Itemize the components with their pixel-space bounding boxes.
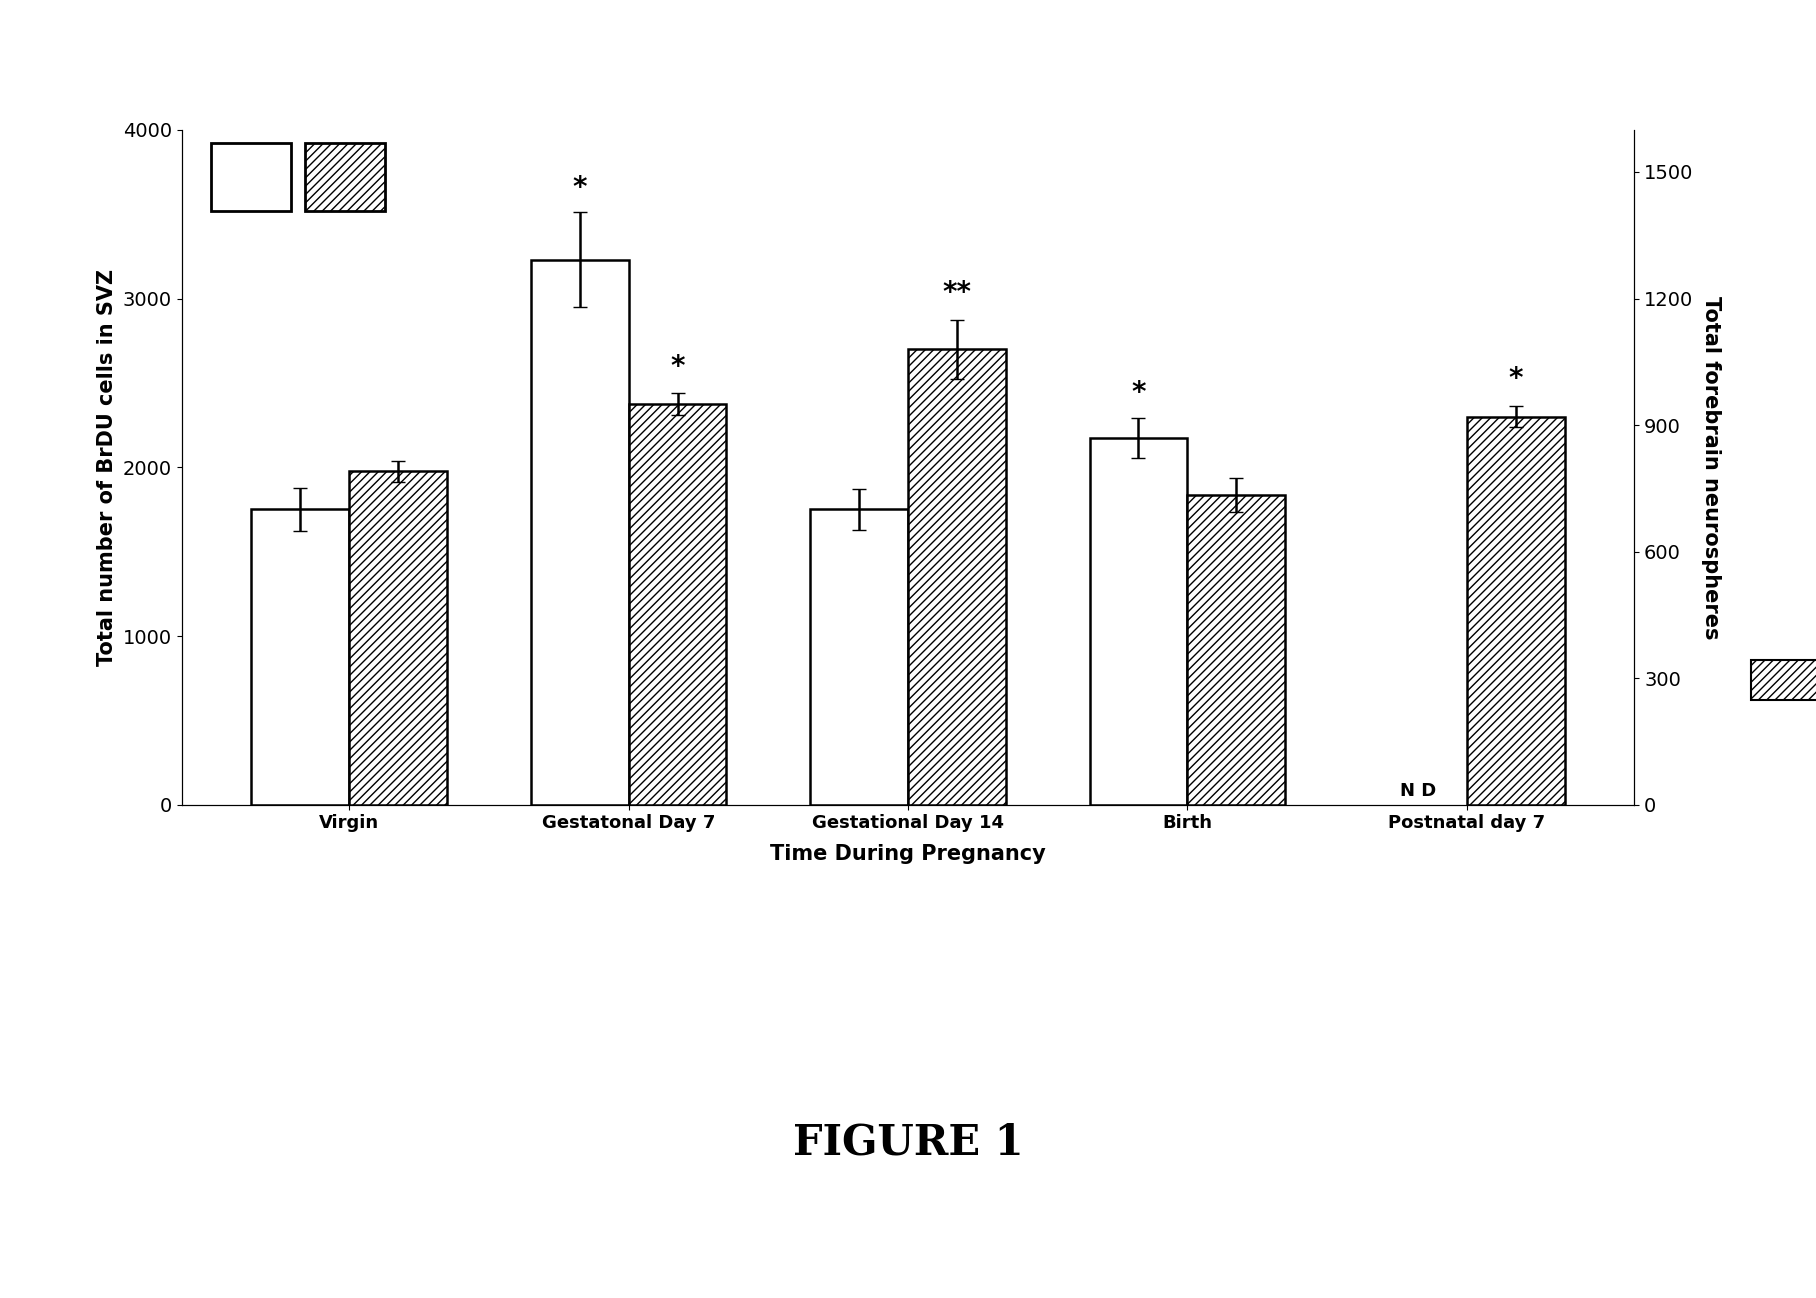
Bar	[349, 471, 447, 805]
FancyBboxPatch shape	[305, 143, 385, 210]
Text: *: *	[572, 174, 587, 202]
Text: *: *	[1131, 379, 1146, 408]
Bar	[908, 349, 1006, 805]
Text: *: *	[670, 353, 685, 380]
FancyBboxPatch shape	[1751, 659, 1816, 700]
Bar	[810, 509, 908, 805]
FancyBboxPatch shape	[211, 143, 291, 210]
Bar	[1467, 417, 1565, 805]
Text: **: **	[943, 279, 972, 306]
Text: N D: N D	[1400, 781, 1436, 800]
Y-axis label: Total forebrain neurospheres: Total forebrain neurospheres	[1702, 296, 1722, 639]
Bar	[1090, 437, 1188, 805]
Text: FIGURE 1: FIGURE 1	[794, 1121, 1022, 1163]
Bar	[628, 404, 726, 805]
X-axis label: Time During Pregnancy: Time During Pregnancy	[770, 844, 1046, 863]
Y-axis label: Total number of BrDU cells in SVZ: Total number of BrDU cells in SVZ	[98, 269, 118, 666]
Bar	[530, 260, 628, 805]
Text: *: *	[1509, 366, 1524, 393]
Bar	[251, 509, 349, 805]
Bar	[1188, 495, 1286, 805]
